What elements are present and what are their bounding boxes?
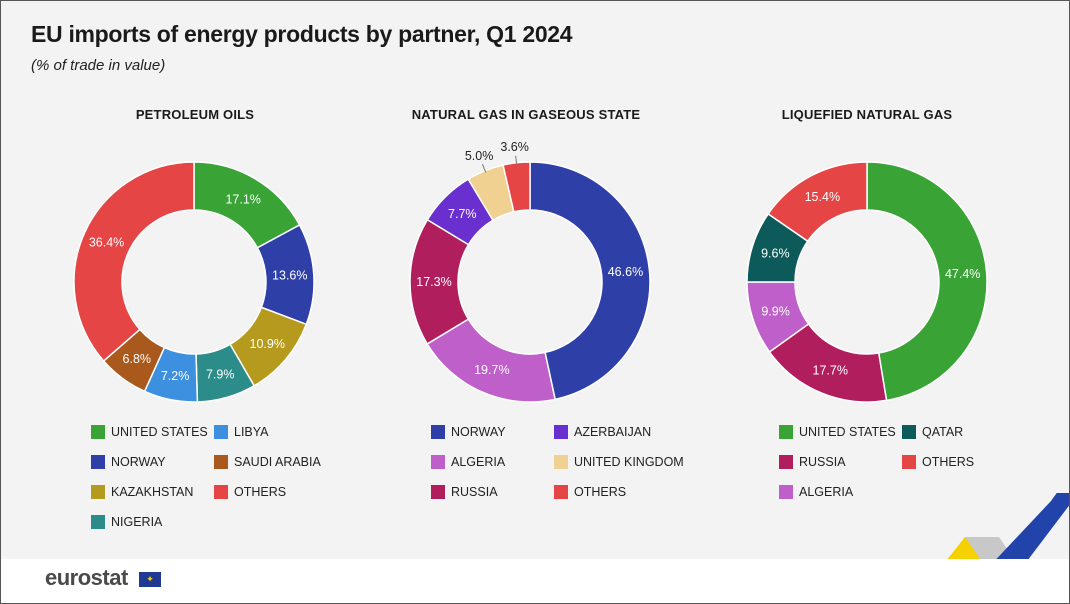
legend-swatch bbox=[902, 425, 916, 439]
legend-item-others: OTHERS bbox=[902, 455, 974, 469]
legend-label: NORWAY bbox=[111, 455, 166, 469]
legend-item-united-states: UNITED STATES bbox=[91, 425, 208, 439]
donut-chart-petroleum-oils: 17.1% 13.6% 10.9% 7.9% 7.2% 6.8% 36.4% bbox=[73, 161, 315, 403]
data-label-nigeria: 7.9% bbox=[206, 367, 235, 381]
legend-label: RUSSIA bbox=[799, 455, 846, 469]
legend-item-russia: RUSSIA bbox=[779, 455, 846, 469]
legend-swatch bbox=[779, 485, 793, 499]
page-subtitle: (% of trade in value) bbox=[31, 57, 166, 74]
legend-swatch bbox=[779, 455, 793, 469]
legend-swatch bbox=[91, 515, 105, 529]
legend-item-libya: LIBYA bbox=[214, 425, 269, 439]
data-label-russia: 17.7% bbox=[813, 364, 848, 378]
legend-label: ALGERIA bbox=[799, 485, 854, 499]
legend-swatch bbox=[214, 455, 228, 469]
eu-flag-icon: ✦ bbox=[139, 572, 161, 587]
data-label-russia: 17.3% bbox=[416, 275, 451, 289]
legend-item-united-states: UNITED STATES bbox=[779, 425, 896, 439]
legend-item-qatar: QATAR bbox=[902, 425, 963, 439]
data-label-united-kingdom: 5.0% bbox=[465, 149, 494, 163]
legend-swatch bbox=[91, 455, 105, 469]
legend-label: ALGERIA bbox=[451, 455, 506, 469]
legend-item-kazakhstan: KAZAKHSTAN bbox=[91, 485, 193, 499]
data-label-norway: 46.6% bbox=[608, 265, 643, 279]
slice-united-states bbox=[866, 161, 988, 402]
slice-others bbox=[502, 161, 531, 213]
legend-item-others: OTHERS bbox=[214, 485, 286, 499]
legend-item-united-kingdom: UNITED KINGDOM bbox=[554, 455, 684, 469]
legend-label: NORWAY bbox=[451, 425, 506, 439]
legend-label: UNITED STATES bbox=[111, 425, 208, 439]
data-label-algeria: 19.7% bbox=[474, 363, 509, 377]
donut-chart-natural-gas: 46.6% 19.7% 17.3% 7.7% 5.0% 3.6% bbox=[409, 140, 651, 403]
legend-label: OTHERS bbox=[234, 485, 287, 499]
legend-label: UNITED STATES bbox=[799, 425, 896, 439]
slice-norway bbox=[529, 161, 651, 401]
legend-swatch bbox=[91, 485, 105, 499]
legend-label: QATAR bbox=[922, 425, 964, 439]
data-label-saudi-arabia: 6.8% bbox=[123, 352, 151, 366]
data-label-kazakhstan: 10.9% bbox=[250, 337, 285, 351]
data-label-algeria: 9.9% bbox=[761, 304, 790, 318]
legend-swatch bbox=[91, 425, 105, 439]
legend-swatch bbox=[554, 425, 568, 439]
donut-chart-lng: 47.4% 17.7% 9.9% 9.6% 15.4% bbox=[746, 161, 988, 403]
legend-item-algeria: ALGERIA bbox=[779, 485, 853, 499]
page-title: EU imports of energy products by partner… bbox=[31, 21, 573, 47]
legend-swatch bbox=[902, 455, 916, 469]
legend-label: OTHERS bbox=[922, 455, 975, 469]
leader-line-united-kingdom bbox=[481, 164, 487, 173]
legend-label: NIGERIA bbox=[111, 515, 163, 529]
data-label-others: 3.6% bbox=[500, 140, 529, 154]
chart-title-petroleum-oils: PETROLEUM OILS bbox=[135, 107, 255, 122]
data-label-united-states: 17.1% bbox=[225, 193, 260, 207]
legend-label: LIBYA bbox=[234, 425, 269, 439]
legend-item-norway: NORWAY bbox=[91, 455, 166, 469]
chart-title-lng: LIQUEFIED NATURAL GAS bbox=[781, 107, 953, 122]
slice-others bbox=[767, 161, 868, 243]
data-label-qatar: 9.6% bbox=[761, 246, 790, 260]
data-label-others: 36.4% bbox=[89, 235, 124, 249]
legend-swatch bbox=[554, 485, 568, 499]
legend-item-saudi-arabia: SAUDI ARABIA bbox=[214, 455, 321, 469]
legend-item-algeria: ALGERIA bbox=[431, 455, 505, 469]
legend-item-others: OTHERS bbox=[554, 485, 626, 499]
data-label-azerbaijan: 7.7% bbox=[448, 207, 477, 221]
legend-item-azerbaijan: AZERBAIJAN bbox=[554, 425, 651, 439]
legend-label: UNITED KINGDOM bbox=[574, 455, 684, 469]
legend-label: AZERBAIJAN bbox=[574, 425, 652, 439]
legend-label: SAUDI ARABIA bbox=[234, 455, 321, 469]
legend-swatch bbox=[214, 485, 228, 499]
data-label-united-states: 47.4% bbox=[945, 267, 980, 281]
legend-swatch bbox=[431, 485, 445, 499]
legend-item-norway: NORWAY bbox=[431, 425, 506, 439]
legend-label: KAZAKHSTAN bbox=[111, 485, 194, 499]
data-label-others: 15.4% bbox=[805, 190, 840, 204]
legend-swatch bbox=[214, 425, 228, 439]
legend-swatch bbox=[554, 455, 568, 469]
legend-item-nigeria: NIGERIA bbox=[91, 515, 162, 529]
chart-title-natural-gas: NATURAL GAS IN GASEOUS STATE bbox=[411, 107, 641, 122]
slice-others bbox=[73, 161, 195, 363]
legend-swatch bbox=[431, 425, 445, 439]
legend-swatch bbox=[779, 425, 793, 439]
eurostat-logo: eurostat bbox=[45, 565, 128, 590]
leader-line-others bbox=[515, 155, 518, 165]
legend-label: RUSSIA bbox=[451, 485, 498, 499]
legend-item-russia: RUSSIA bbox=[431, 485, 498, 499]
data-label-norway: 13.6% bbox=[272, 269, 307, 283]
footer-bar: eurostat ✦ bbox=[1, 559, 1069, 603]
legend-label: OTHERS bbox=[574, 485, 627, 499]
legend-swatch bbox=[431, 455, 445, 469]
data-label-libya: 7.2% bbox=[161, 369, 190, 383]
